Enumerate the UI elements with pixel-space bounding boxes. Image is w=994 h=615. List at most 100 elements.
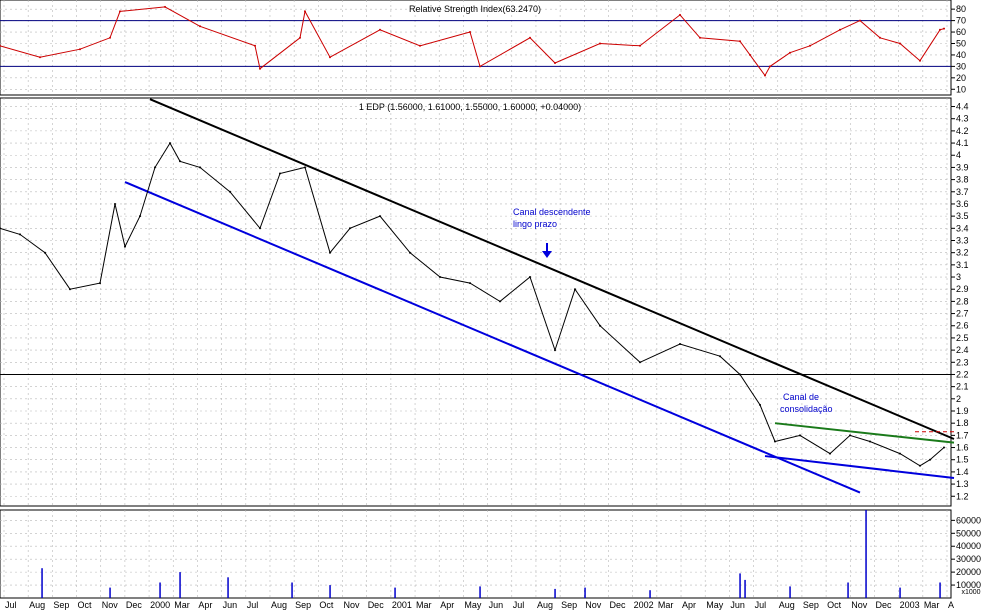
rsi-data-point (164, 5, 166, 8)
volume-bar (789, 586, 791, 598)
price-y-tick-label: 1.8 (956, 418, 969, 428)
x-tick-label: Mar (924, 600, 940, 610)
x-tick-label: Mar (658, 600, 674, 610)
x-tick-label: Aug (29, 600, 45, 610)
volume-y-tick-label: 40000 (956, 541, 981, 551)
rsi-y-tick-label: 30 (956, 61, 966, 71)
rsi-data-point (809, 44, 811, 47)
rsi-title: Relative Strength Index(63.2470) (409, 4, 541, 14)
rsi-data-point (839, 28, 841, 31)
price-data-point (69, 288, 71, 291)
price-data-point (943, 446, 945, 449)
rsi-data-point (529, 36, 531, 39)
price-data-point (0, 227, 1, 230)
rsi-data-point (919, 59, 921, 62)
price-data-point (139, 215, 141, 218)
rsi-data-point (119, 10, 121, 13)
price-data-point (799, 434, 801, 437)
volume-bar (847, 582, 849, 598)
price-y-tick-label: 2.1 (956, 382, 969, 392)
volume-bar (554, 588, 556, 598)
trendline (774, 422, 955, 444)
x-tick-label: Jun (223, 600, 238, 610)
x-tick-label: Aug (271, 600, 287, 610)
price-y-tick-label: 1.2 (956, 491, 969, 501)
price-data-point (499, 300, 501, 303)
price-y-tick-label: 4.4 (956, 102, 969, 112)
price-y-tick-label: 1.3 (956, 479, 969, 489)
price-y-tick-label: 4.2 (956, 126, 969, 136)
x-tick-label: Aug (537, 600, 553, 610)
price-data-point (679, 343, 681, 345)
price-data-point (124, 245, 126, 248)
rsi-data-point (699, 36, 701, 39)
volume-panel: 60000 50000 40000 30000 20000 10000 x1000 (0, 509, 981, 599)
rsi-y-tick-label: 70 (956, 16, 966, 26)
price-y-tick-label: 2.2 (956, 369, 969, 379)
rsi-data-point (789, 51, 791, 54)
price-y-tick-label: 2.6 (956, 321, 969, 331)
price-y-tick-label: 3.1 (956, 260, 969, 270)
volume-bar (649, 590, 651, 598)
rsi-data-point (764, 74, 766, 77)
price-y-tick-label: 2.4 (956, 345, 969, 355)
price-data-point (279, 172, 281, 175)
price-data-point (899, 452, 901, 455)
price-data-point (19, 233, 21, 236)
price-y-tick-label: 2.5 (956, 333, 969, 343)
volume-bar (479, 586, 481, 598)
annotation-canal-descendente: Canal descendente (513, 207, 591, 217)
price-y-tick-label: 1.6 (956, 443, 969, 453)
price-data-point (439, 276, 441, 278)
price-data-point (929, 458, 931, 461)
price-data-point (114, 203, 116, 205)
volume-y-tick-label: 50000 (956, 528, 981, 538)
rsi-y-tick-label: 10 (956, 84, 966, 94)
price-y-tick-label: 2.7 (956, 309, 969, 319)
trendline (149, 98, 955, 440)
rsi-data-point (109, 36, 111, 39)
x-tick-label: Aug (779, 600, 795, 610)
x-tick-label: Mar (174, 600, 190, 610)
price-data-point (829, 452, 831, 455)
rsi-data-point (939, 28, 941, 31)
volume-y-tick-label: 10000 (956, 580, 981, 590)
rsi-data-point (599, 42, 601, 45)
trendline (764, 455, 955, 479)
price-data-point (469, 282, 471, 285)
x-tick-label: Dec (609, 600, 626, 610)
x-tick-label: Apr (682, 600, 696, 610)
rsi-y-tick-label: 40 (956, 50, 966, 60)
annotation-consolidacao: consolidação (780, 404, 833, 414)
price-data-point (44, 251, 46, 254)
price-y-tick-label: 3.8 (956, 175, 969, 185)
x-tick-label: Sep (561, 600, 577, 610)
rsi-data-point (329, 56, 331, 59)
x-tick-label: Apr (198, 600, 212, 610)
x-tick-label: Sep (53, 600, 69, 610)
price-y-tick-label: 3.2 (956, 248, 969, 258)
price-title: 1 EDP (1.56000, 1.61000, 1.55000, 1.6000… (359, 102, 581, 112)
x-tick-label: Jul (513, 600, 525, 610)
rsi-data-point (859, 19, 861, 22)
rsi-data-point (299, 36, 301, 39)
x-tick-label: May (706, 600, 724, 610)
price-data-point (554, 349, 556, 352)
price-y-tick-label: 2.8 (956, 296, 969, 306)
price-data-point (199, 166, 201, 169)
x-tick-label: Oct (319, 600, 334, 610)
price-y-tick-label: 1.4 (956, 467, 969, 477)
price-data-point (229, 190, 231, 193)
price-data-point (599, 324, 601, 327)
x-tick-label: Sep (295, 600, 311, 610)
rsi-data-point (259, 67, 261, 70)
rsi-data-point (943, 27, 945, 30)
rsi-data-point (899, 42, 901, 45)
volume-y-tick-label: 30000 (956, 554, 981, 564)
price-data-point (304, 166, 306, 169)
price-y-tick-label: 4 (956, 150, 961, 160)
volume-bar (179, 572, 181, 598)
x-tick-label: Nov (851, 600, 868, 610)
